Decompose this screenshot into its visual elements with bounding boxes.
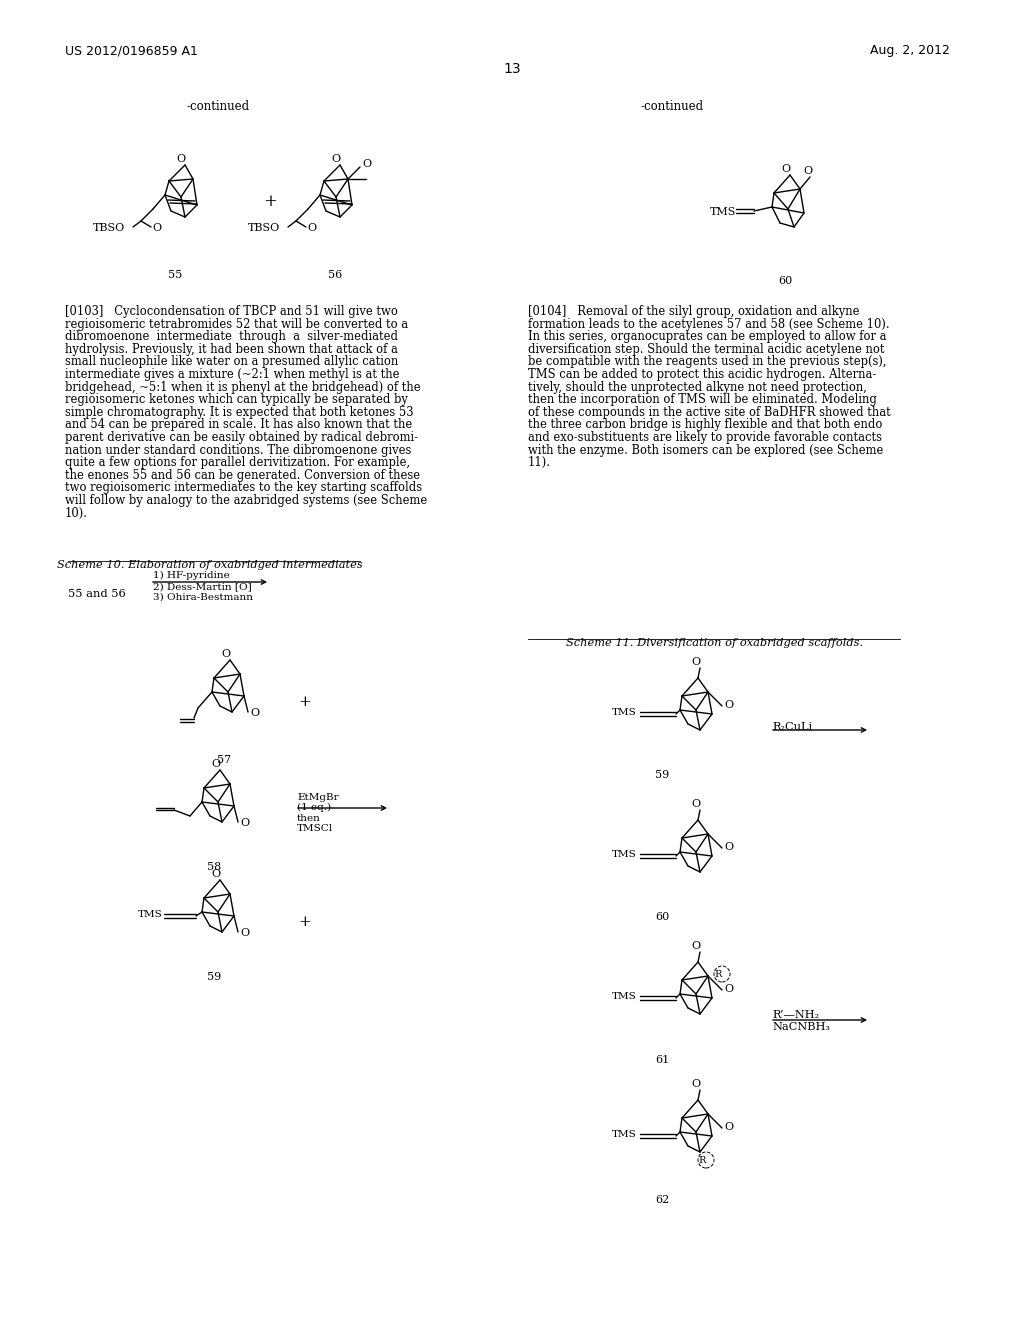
Text: TBSO: TBSO	[248, 223, 281, 234]
Text: [0103]   Cyclocondensation of TBCP and 51 will give two: [0103] Cyclocondensation of TBCP and 51 …	[65, 305, 398, 318]
Text: then: then	[297, 814, 321, 822]
Text: 62: 62	[655, 1195, 670, 1205]
Text: R’—NH₂: R’—NH₂	[772, 1010, 819, 1020]
Text: 56: 56	[328, 271, 342, 280]
Text: nation under standard conditions. The dibromoenone gives: nation under standard conditions. The di…	[65, 444, 412, 457]
Text: the enones 55 and 56 can be generated. Conversion of these: the enones 55 and 56 can be generated. C…	[65, 469, 420, 482]
Text: O: O	[176, 154, 185, 164]
Text: (1 eq.): (1 eq.)	[297, 803, 331, 812]
Text: tively, should the unprotected alkyne not need protection,: tively, should the unprotected alkyne no…	[528, 380, 867, 393]
Text: O: O	[362, 158, 371, 169]
Text: O: O	[240, 928, 249, 939]
Text: 1) HF-pyridine: 1) HF-pyridine	[153, 572, 229, 579]
Text: 60: 60	[655, 912, 670, 921]
Text: hydrolysis. Previously, it had been shown that attack of a: hydrolysis. Previously, it had been show…	[65, 343, 398, 356]
Text: TMSCl: TMSCl	[297, 824, 333, 833]
Text: 59: 59	[207, 972, 221, 982]
Text: and exo-substituents are likely to provide favorable contacts: and exo-substituents are likely to provi…	[528, 432, 882, 444]
Text: O: O	[724, 700, 733, 710]
Text: O: O	[691, 941, 700, 950]
Text: O: O	[211, 869, 220, 879]
Text: In this series, organocuprates can be employed to allow for a: In this series, organocuprates can be em…	[528, 330, 887, 343]
Text: regioisomeric tetrabromides 52 that will be converted to a: regioisomeric tetrabromides 52 that will…	[65, 318, 409, 330]
Text: 55: 55	[168, 271, 182, 280]
Text: 57: 57	[217, 755, 231, 766]
Text: simple chromatography. It is expected that both ketones 53: simple chromatography. It is expected th…	[65, 405, 414, 418]
Text: Scheme 11. Diversification of oxabridged scaffolds.: Scheme 11. Diversification of oxabridged…	[566, 638, 863, 648]
Text: TMS: TMS	[612, 708, 637, 717]
Text: O: O	[211, 759, 220, 770]
Text: will follow by analogy to the azabridged systems (see Scheme: will follow by analogy to the azabridged…	[65, 494, 427, 507]
Text: R: R	[715, 970, 722, 979]
Text: 3) Ohira-Bestmann: 3) Ohira-Bestmann	[153, 593, 253, 602]
Text: 55 and 56: 55 and 56	[68, 589, 126, 599]
Text: quite a few options for parallel derivitization. For example,: quite a few options for parallel derivit…	[65, 457, 411, 469]
Text: O: O	[250, 708, 259, 718]
Text: R: R	[698, 1156, 706, 1166]
Text: TMS: TMS	[138, 909, 163, 919]
Text: +: +	[299, 915, 311, 929]
Text: O: O	[724, 983, 733, 994]
Text: formation leads to the acetylenes 57 and 58 (see Scheme 10).: formation leads to the acetylenes 57 and…	[528, 318, 890, 330]
Text: two regioisomeric intermediates to the key starting scaffolds: two regioisomeric intermediates to the k…	[65, 482, 422, 495]
Text: O: O	[691, 1078, 700, 1089]
Text: of these compounds in the active site of BaDHFR showed that: of these compounds in the active site of…	[528, 405, 891, 418]
Text: with the enzyme. Both isomers can be explored (see Scheme: with the enzyme. Both isomers can be exp…	[528, 444, 884, 457]
Text: O: O	[804, 166, 813, 176]
Text: O: O	[240, 818, 249, 828]
Text: then the incorporation of TMS will be eliminated. Modeling: then the incorporation of TMS will be el…	[528, 393, 877, 407]
Text: parent derivative can be easily obtained by radical debromi-: parent derivative can be easily obtained…	[65, 432, 418, 444]
Text: O: O	[691, 657, 700, 667]
Text: regioisomeric ketones which can typically be separated by: regioisomeric ketones which can typicall…	[65, 393, 408, 407]
Text: +: +	[299, 696, 311, 709]
Text: TMS: TMS	[612, 1130, 637, 1139]
Text: TBSO: TBSO	[93, 223, 125, 234]
Text: R₂CuLi: R₂CuLi	[772, 722, 812, 733]
Text: 11).: 11).	[528, 457, 551, 469]
Text: Scheme 10. Elaboration of oxabridged intermediates: Scheme 10. Elaboration of oxabridged int…	[57, 560, 362, 570]
Text: O: O	[781, 164, 791, 174]
Text: 58: 58	[207, 862, 221, 873]
Text: 61: 61	[655, 1055, 670, 1065]
Text: Aug. 2, 2012: Aug. 2, 2012	[870, 44, 950, 57]
Text: O: O	[724, 1122, 733, 1133]
Text: 2) Dess-Martin [O]: 2) Dess-Martin [O]	[153, 582, 252, 591]
Text: O: O	[724, 842, 733, 851]
Text: TMS: TMS	[710, 207, 736, 216]
Text: small nucleophile like water on a presumed allylic cation: small nucleophile like water on a presum…	[65, 355, 398, 368]
Text: intermediate gives a mixture (~2:1 when methyl is at the: intermediate gives a mixture (~2:1 when …	[65, 368, 399, 381]
Text: [0104]   Removal of the silyl group, oxidation and alkyne: [0104] Removal of the silyl group, oxida…	[528, 305, 859, 318]
Text: EtMgBr: EtMgBr	[297, 793, 339, 803]
Text: TMS: TMS	[612, 850, 637, 859]
Text: dibromoenone  intermediate  through  a  silver-mediated: dibromoenone intermediate through a silv…	[65, 330, 398, 343]
Text: be compatible with the reagents used in the previous step(s),: be compatible with the reagents used in …	[528, 355, 887, 368]
Text: 59: 59	[655, 770, 670, 780]
Text: O: O	[152, 223, 161, 234]
Text: -continued: -continued	[186, 100, 250, 114]
Text: -continued: -continued	[640, 100, 703, 114]
Text: O: O	[691, 799, 700, 809]
Text: O: O	[307, 223, 316, 234]
Text: diversification step. Should the terminal acidic acetylene not: diversification step. Should the termina…	[528, 343, 885, 356]
Text: the three carbon bridge is highly flexible and that both endo: the three carbon bridge is highly flexib…	[528, 418, 883, 432]
Text: US 2012/0196859 A1: US 2012/0196859 A1	[65, 44, 198, 57]
Text: O: O	[332, 154, 341, 164]
Text: TMS: TMS	[612, 993, 637, 1001]
Text: 10).: 10).	[65, 507, 88, 520]
Text: +: +	[263, 193, 276, 210]
Text: NaCNBH₃: NaCNBH₃	[772, 1022, 830, 1032]
Text: bridgehead, ~5:1 when it is phenyl at the bridgehead) of the: bridgehead, ~5:1 when it is phenyl at th…	[65, 380, 421, 393]
Text: and 54 can be prepared in scale. It has also known that the: and 54 can be prepared in scale. It has …	[65, 418, 413, 432]
Text: 60: 60	[778, 276, 793, 286]
Text: TMS can be added to protect this acidic hydrogen. Alterna-: TMS can be added to protect this acidic …	[528, 368, 877, 381]
Text: 13: 13	[503, 62, 521, 77]
Text: O: O	[221, 649, 230, 659]
